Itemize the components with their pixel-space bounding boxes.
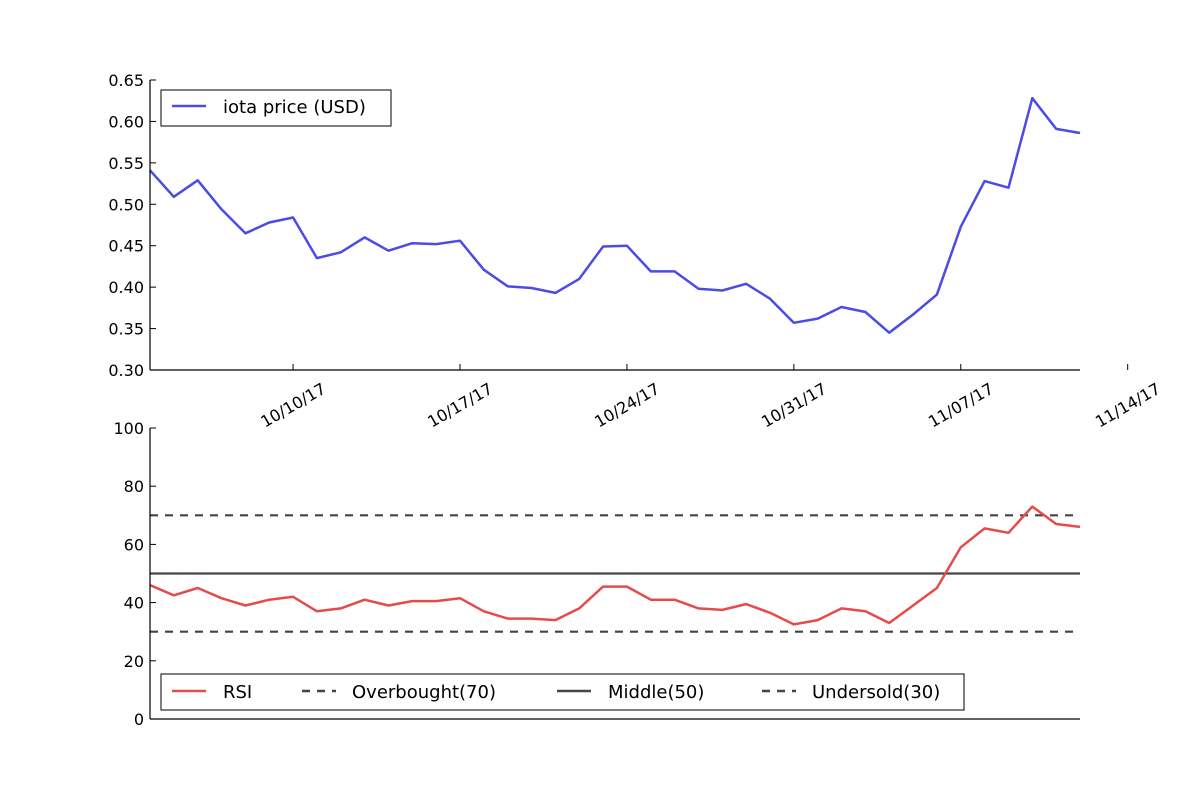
price-y-tick-label: 0.65: [108, 71, 144, 90]
rsi-chart: 0 20 40 60 80 100 RSI Overbought(70) Middle(50)…: [113, 419, 1081, 729]
rsi-y-tick-label: 80: [124, 477, 144, 496]
rsi-series-group: [149, 505, 1081, 633]
price-y-tick-label: 0.55: [108, 154, 144, 173]
price-legend-box: [160, 89, 392, 127]
rsi-y-tick-label: 100: [113, 419, 144, 438]
rsi-y-tick-label: 0: [134, 710, 144, 729]
price-y-tick-label: 0.60: [108, 112, 144, 131]
rsi-legend-label: Overbought(70): [352, 682, 496, 703]
price-y-tick-label: 0.30: [108, 361, 144, 380]
price-x-tick-label: 11/07/17: [925, 379, 997, 431]
price-legend-label: iota price (USD): [223, 97, 366, 118]
rsi-line: [149, 505, 1081, 626]
price-y-tick-label: 0.45: [108, 237, 144, 256]
rsi-y-ticks: 0 20 40 60 80 100: [113, 419, 156, 729]
rsi-y-tick-label: 40: [124, 594, 144, 613]
price-chart: 0.30 0.35 0.40 0.45 0.50 0.55 0.60 0.65 10/10/1…: [108, 71, 1163, 431]
price-x-tick-label: 10/10/17: [257, 379, 329, 431]
price-line: [149, 96, 1081, 334]
rsi-legend-label: RSI: [223, 682, 252, 703]
rsi-legend: RSI Overbought(70) Middle(50) Undersold(30): [160, 673, 965, 711]
price-y-tick-label: 0.40: [108, 278, 144, 297]
price-x-ticks: 10/10/17 10/17/17 10/24/17 10/31/17 11/07/17…: [257, 364, 1164, 431]
rsi-y-tick-label: 20: [124, 652, 144, 671]
price-axes: [149, 80, 1080, 371]
price-series-group: [149, 96, 1081, 334]
price-x-tick-label: 10/24/17: [591, 379, 663, 431]
rsi-y-tick-label: 60: [124, 535, 144, 554]
price-y-tick-label: 0.50: [108, 195, 144, 214]
rsi-axes: [149, 428, 1080, 720]
price-x-tick-label: 10/17/17: [424, 379, 496, 431]
price-x-tick-label: 10/31/17: [758, 379, 830, 431]
price-y-tick-label: 0.35: [108, 320, 144, 339]
rsi-legend-label: Middle(50): [608, 682, 704, 703]
price-y-ticks: 0.30 0.35 0.40 0.45 0.50 0.55 0.60 0.65: [108, 71, 156, 380]
rsi-legend-label: Undersold(30): [812, 682, 940, 703]
price-legend: iota price (USD): [160, 89, 392, 127]
price-x-tick-label: 11/14/17: [1092, 379, 1164, 431]
